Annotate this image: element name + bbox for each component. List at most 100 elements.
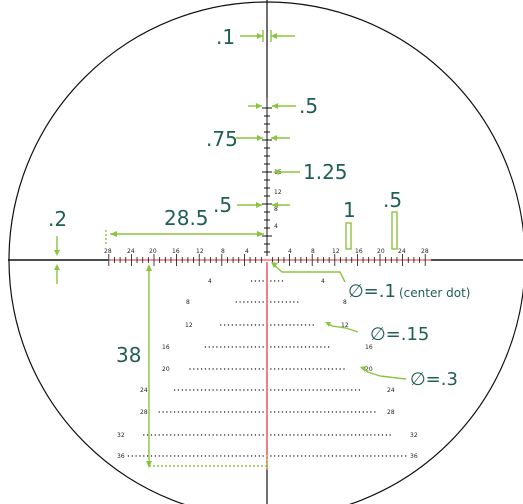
- range-dot: [308, 324, 311, 326]
- range-dot: [274, 301, 276, 303]
- range-dot: [304, 434, 307, 436]
- range-dot: [297, 455, 299, 457]
- range-dot: [216, 455, 218, 457]
- range-dot: [162, 455, 164, 457]
- range-dot: [289, 389, 291, 391]
- range-dot: [262, 280, 264, 282]
- range-dot: [297, 389, 299, 391]
- range-dot: [262, 368, 264, 370]
- range-dot: [327, 411, 330, 413]
- annotations: [54, 30, 407, 468]
- range-dot: [173, 434, 176, 436]
- range-dot: [254, 434, 257, 436]
- range-dot: [185, 455, 187, 457]
- range-dot: [262, 434, 264, 436]
- range-dot: [331, 411, 334, 413]
- range-dot: [224, 455, 226, 457]
- range-dot: [312, 389, 314, 391]
- range-dot: [173, 389, 176, 391]
- range-dot: [274, 368, 276, 370]
- range-dot: [331, 455, 334, 457]
- range-dot: [362, 411, 364, 413]
- range-dot: [277, 280, 280, 282]
- callout-drop: 38: [116, 343, 141, 367]
- range-dot: [204, 368, 207, 370]
- range-dot: [312, 455, 314, 457]
- range-dot: [239, 324, 241, 326]
- range-dot: [304, 324, 307, 326]
- range-dot: [208, 411, 210, 413]
- range-dot: [200, 411, 203, 413]
- range-dot: [297, 368, 299, 370]
- range-dot: [343, 411, 345, 413]
- range-dot: [335, 434, 337, 436]
- range-dot: [247, 411, 249, 413]
- range-dot: [254, 389, 257, 391]
- range-dot: [370, 455, 372, 457]
- range-dot: [216, 346, 218, 348]
- range-dot: [331, 368, 334, 370]
- range-dot: [304, 411, 307, 413]
- range-dot: [158, 411, 160, 413]
- hash-label-right-24: 24: [398, 248, 406, 255]
- hash-label-right-4: 4: [288, 248, 292, 255]
- range-dot: [366, 411, 368, 413]
- range-dot: [185, 411, 187, 413]
- range-dot: [277, 301, 280, 303]
- range-dot: [393, 455, 395, 457]
- range-dot: [324, 411, 326, 413]
- range-dot: [358, 455, 361, 457]
- range-dot: [300, 411, 303, 413]
- callout-bar-half: .5: [383, 188, 402, 212]
- range-dot: [324, 368, 326, 370]
- range-dot: [189, 368, 191, 370]
- range-dot: [227, 346, 230, 348]
- range-dot: [308, 434, 311, 436]
- range-dot: [247, 455, 249, 457]
- range-dot: [258, 368, 260, 370]
- callout-top-width: .1: [216, 25, 235, 49]
- range-dot: [143, 455, 145, 457]
- range-dot: [227, 389, 230, 391]
- range-dot: [297, 324, 299, 326]
- range-dot: [239, 434, 241, 436]
- range-dot: [374, 455, 376, 457]
- range-dot: [216, 389, 218, 391]
- hash-label-left-4: 4: [245, 248, 249, 255]
- range-dot: [343, 368, 345, 370]
- range-dot: [239, 368, 241, 370]
- row-label-right-4: 4: [321, 278, 325, 285]
- range-dot: [166, 455, 168, 457]
- range-dot: [177, 411, 180, 413]
- range-dot: [316, 434, 318, 436]
- range-dot: [189, 411, 191, 413]
- range-dot: [297, 434, 299, 436]
- range-dot: [250, 389, 253, 391]
- range-dot: [274, 455, 276, 457]
- range-dot: [166, 411, 168, 413]
- range-dot: [320, 389, 322, 391]
- range-dot: [243, 389, 245, 391]
- range-dot: [377, 434, 380, 436]
- range-dot: [193, 368, 195, 370]
- range-dot: [243, 368, 245, 370]
- row-label-right-16: 16: [365, 344, 373, 351]
- range-dot: [208, 346, 210, 348]
- range-dot: [150, 434, 153, 436]
- range-dot: [154, 434, 156, 436]
- range-dot: [347, 411, 349, 413]
- row-label-left-8: 8: [186, 299, 190, 306]
- range-dot: [300, 368, 303, 370]
- range-dot: [258, 455, 260, 457]
- range-dot: [304, 368, 307, 370]
- range-dot: [274, 280, 276, 282]
- range-dot: [181, 411, 183, 413]
- range-dot: [285, 455, 287, 457]
- range-dot: [274, 411, 276, 413]
- range-dot: [358, 389, 361, 391]
- range-dot: [308, 411, 311, 413]
- range-dot: [250, 301, 253, 303]
- range-dot: [274, 389, 276, 391]
- range-dot: [281, 455, 284, 457]
- range-dot: [185, 389, 187, 391]
